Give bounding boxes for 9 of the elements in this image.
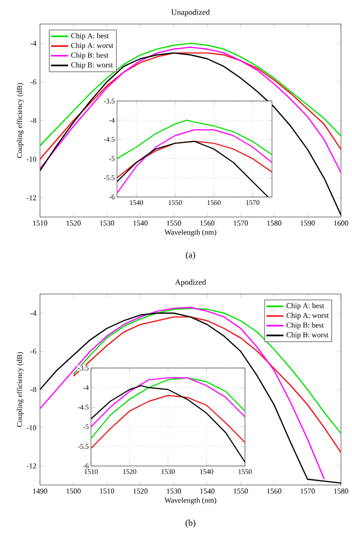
text: (b) [186, 520, 196, 528]
line-series [90, 377, 245, 440]
chart-title: Apodized [175, 279, 206, 286]
line-series [117, 120, 272, 160]
line-series [117, 129, 272, 194]
chart-title: Unapodized [171, 9, 210, 16]
line-series [90, 377, 245, 428]
text: (a) [186, 252, 196, 260]
line-series [90, 394, 245, 449]
